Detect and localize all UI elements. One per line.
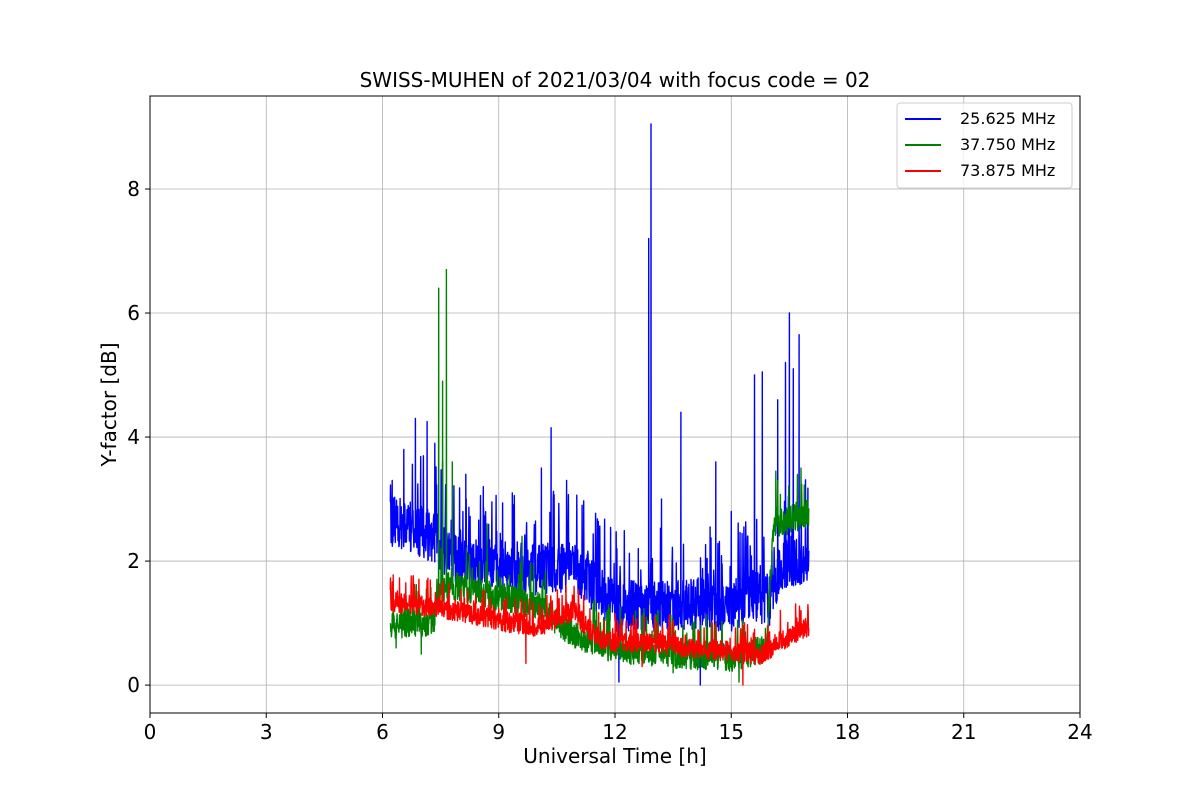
x-tick-label: 6 — [376, 720, 389, 744]
series-layer — [389, 123, 810, 686]
x-tick-label: 21 — [951, 720, 976, 744]
x-tick-label: 15 — [719, 720, 744, 744]
legend-label-25625: 25.625 MHz — [960, 109, 1055, 128]
y-axis-label: Y-factor [dB] — [97, 342, 121, 467]
y-tick-label: 2 — [127, 549, 140, 573]
series-line-25-625-mhz — [389, 123, 810, 686]
x-tick-label: 0 — [144, 720, 157, 744]
x-tick-label: 9 — [492, 720, 505, 744]
legend-label-37750: 37.750 MHz — [960, 135, 1055, 154]
legend-box — [896, 102, 1073, 189]
series-line-73-875-mhz — [389, 574, 810, 686]
chart-title: SWISS-MUHEN of 2021/03/04 with focus cod… — [360, 68, 871, 92]
y-tick-label: 4 — [127, 425, 140, 449]
x-tick-label: 24 — [1067, 720, 1092, 744]
x-tick-label: 3 — [260, 720, 273, 744]
y-tick-label: 6 — [127, 301, 140, 325]
x-tick-label: 12 — [602, 720, 627, 744]
x-tick-label: 18 — [835, 720, 860, 744]
legend: 25.625 MHz 37.750 MHz 73.875 MHz — [896, 102, 1073, 189]
y-tick-label: 0 — [127, 673, 140, 697]
y-tick-label: 8 — [127, 177, 140, 201]
x-axis-label: Universal Time [h] — [523, 744, 706, 768]
legend-label-73875: 73.875 MHz — [960, 161, 1055, 180]
